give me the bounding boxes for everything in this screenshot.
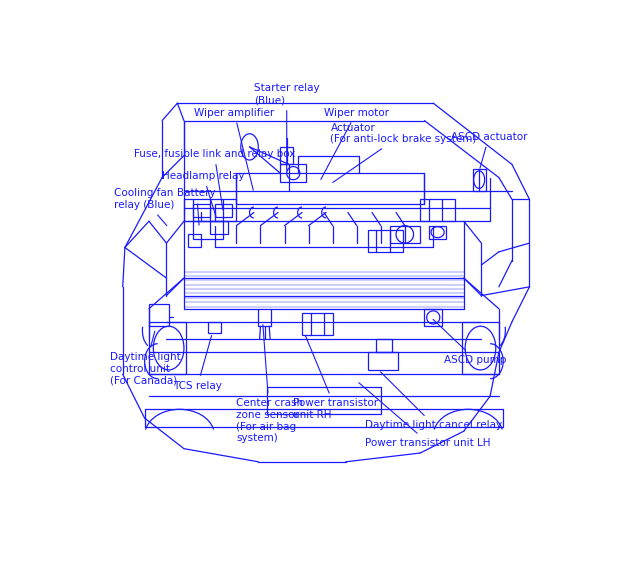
Text: Power transistor unit LH: Power transistor unit LH [359,383,491,448]
Text: Power transistor
unit RH: Power transistor unit RH [293,335,379,420]
Text: ASCD actuator: ASCD actuator [451,132,527,168]
Text: TCS relay: TCS relay [173,336,222,391]
Text: Center crash
zone sensor
(For air bag
system): Center crash zone sensor (For air bag sy… [236,324,303,443]
Text: Actuator
(For anti-lock brake system): Actuator (For anti-lock brake system) [331,123,477,182]
Text: Fuse, fusible link and relay box: Fuse, fusible link and relay box [133,149,295,210]
Text: Wiper amplifier: Wiper amplifier [194,107,274,190]
Text: Daytime light
control unit
(For Canada): Daytime light control unit (For Canada) [109,331,180,386]
Text: ASCD pump: ASCD pump [433,319,507,365]
Text: Daytime light cancel relay: Daytime light cancel relay [365,372,502,430]
Text: Wiper motor: Wiper motor [321,107,389,179]
Text: Starter relay
(Blue): Starter relay (Blue) [254,83,320,170]
Text: Battery: Battery [178,189,216,225]
Text: Cooling fan
relay (Blue): Cooling fan relay (Blue) [114,189,174,225]
Text: Headlamp relay: Headlamp relay [162,171,245,216]
